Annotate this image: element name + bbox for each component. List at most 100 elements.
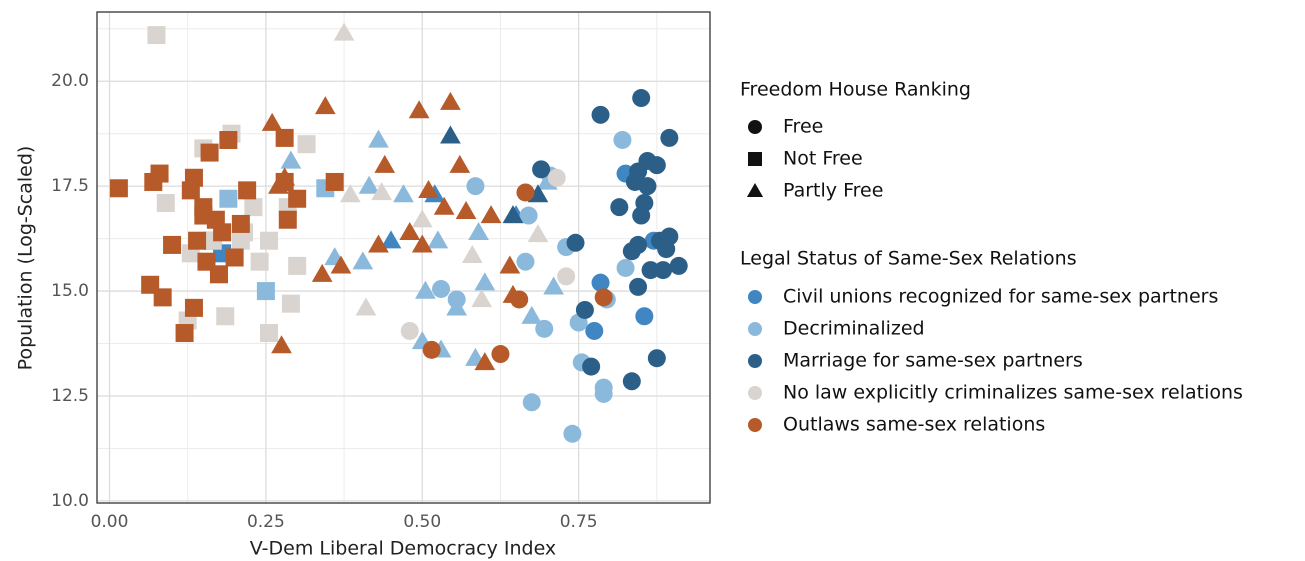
x-tick-label: 0.50 xyxy=(403,512,441,532)
point xyxy=(153,288,172,307)
point xyxy=(585,321,604,340)
point xyxy=(280,150,302,169)
point xyxy=(647,156,666,175)
point xyxy=(256,282,275,301)
point xyxy=(447,290,466,309)
point xyxy=(641,261,660,280)
point xyxy=(669,256,688,275)
point xyxy=(281,294,300,313)
point xyxy=(654,261,673,280)
point xyxy=(219,130,238,149)
point xyxy=(209,265,228,284)
point xyxy=(521,305,543,324)
point xyxy=(635,307,654,326)
point xyxy=(466,177,485,196)
point xyxy=(432,279,451,298)
point xyxy=(543,276,564,295)
point xyxy=(368,129,389,148)
point xyxy=(374,154,396,173)
point xyxy=(418,180,439,199)
point xyxy=(355,297,377,316)
point xyxy=(163,235,182,254)
point xyxy=(516,252,535,271)
legend-symbol xyxy=(748,152,762,166)
y-tick-label: 10.0 xyxy=(51,491,89,511)
point xyxy=(216,307,235,326)
point xyxy=(502,205,524,224)
point xyxy=(535,319,554,338)
point xyxy=(261,112,283,131)
point xyxy=(433,196,455,215)
point xyxy=(527,224,549,243)
point xyxy=(510,290,529,309)
point xyxy=(557,267,576,286)
point xyxy=(563,424,582,443)
point xyxy=(575,300,594,319)
legend-symbol xyxy=(748,322,762,336)
point xyxy=(213,223,232,242)
point xyxy=(522,393,541,412)
legend-label: Decriminalized xyxy=(783,318,925,340)
point xyxy=(358,175,380,194)
legend-label: Free xyxy=(783,116,823,138)
y-tick-label: 12.5 xyxy=(51,386,89,406)
point xyxy=(449,154,471,173)
point xyxy=(660,227,679,246)
point xyxy=(244,198,263,217)
point xyxy=(352,251,374,270)
point xyxy=(184,168,203,187)
point xyxy=(591,273,610,292)
point xyxy=(175,324,194,343)
point xyxy=(622,372,641,391)
x-tick-label: 0.00 xyxy=(91,512,129,532)
point xyxy=(613,130,632,149)
point xyxy=(188,231,207,250)
point xyxy=(271,335,292,354)
point xyxy=(440,91,461,110)
point xyxy=(471,289,493,308)
point xyxy=(260,324,279,343)
point xyxy=(591,105,610,124)
point xyxy=(629,277,648,296)
plot-frame xyxy=(96,11,711,504)
point xyxy=(147,26,166,45)
point xyxy=(594,384,613,403)
legend-symbol xyxy=(748,386,762,400)
point xyxy=(582,357,601,376)
point xyxy=(231,214,250,233)
point xyxy=(480,205,502,224)
y-tick-label: 20.0 xyxy=(51,71,89,91)
point xyxy=(632,89,651,108)
legend-symbol xyxy=(746,182,764,197)
point xyxy=(422,340,441,359)
point xyxy=(610,198,629,217)
point xyxy=(260,231,279,250)
legend-label: Partly Free xyxy=(783,180,883,202)
legend-label: Not Free xyxy=(783,148,863,170)
point xyxy=(278,210,297,229)
point xyxy=(109,179,128,198)
point xyxy=(516,183,535,202)
point xyxy=(311,263,333,282)
point xyxy=(660,128,679,147)
y-tick-label: 15.0 xyxy=(51,281,89,301)
point xyxy=(594,288,613,307)
x-axis-title: V-Dem Liberal Democracy Index xyxy=(250,538,556,560)
point xyxy=(440,125,461,144)
legend-label: Outlaws same-sex relations xyxy=(783,414,1045,436)
point xyxy=(527,184,549,203)
point xyxy=(461,245,483,264)
point xyxy=(411,209,433,228)
legend-label: Civil unions recognized for same-sex par… xyxy=(783,286,1218,308)
point xyxy=(468,221,489,240)
point xyxy=(274,167,296,186)
point xyxy=(393,184,414,203)
point xyxy=(330,255,352,274)
point xyxy=(150,164,169,183)
point xyxy=(288,256,307,275)
point xyxy=(275,128,294,147)
x-tick-label: 0.25 xyxy=(247,512,285,532)
point xyxy=(156,193,175,212)
point xyxy=(314,96,336,115)
